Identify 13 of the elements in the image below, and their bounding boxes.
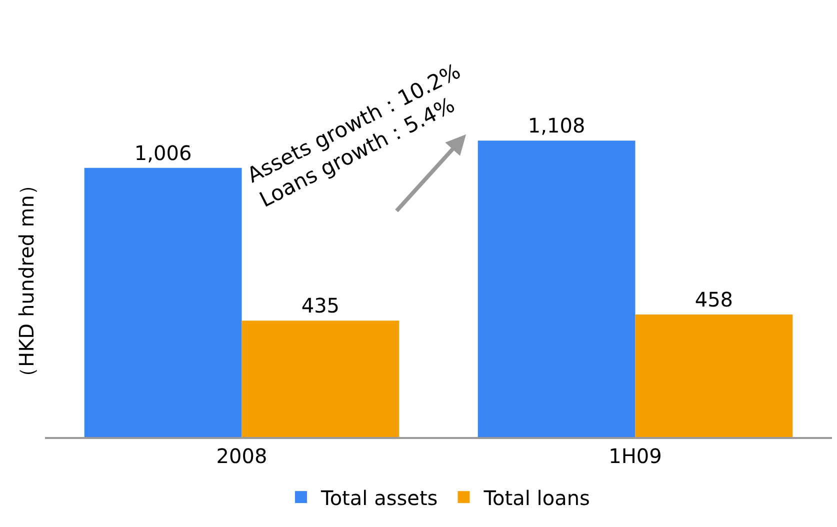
bar <box>242 320 400 437</box>
data-label: 1,006 <box>134 140 192 165</box>
x-tick-label: 2008 <box>216 444 268 468</box>
bar <box>84 168 242 437</box>
bar <box>635 314 793 437</box>
bar <box>478 140 636 437</box>
data-label: 1,108 <box>528 114 586 138</box>
legend-label: Total assets <box>320 486 438 510</box>
x-tick-label: 1H09 <box>608 444 662 468</box>
data-label: 458 <box>694 287 734 312</box>
legend-label: Total loans <box>482 486 590 510</box>
y-axis-title: （HKD hundred mn） <box>14 175 38 387</box>
data-label: 435 <box>301 294 340 318</box>
